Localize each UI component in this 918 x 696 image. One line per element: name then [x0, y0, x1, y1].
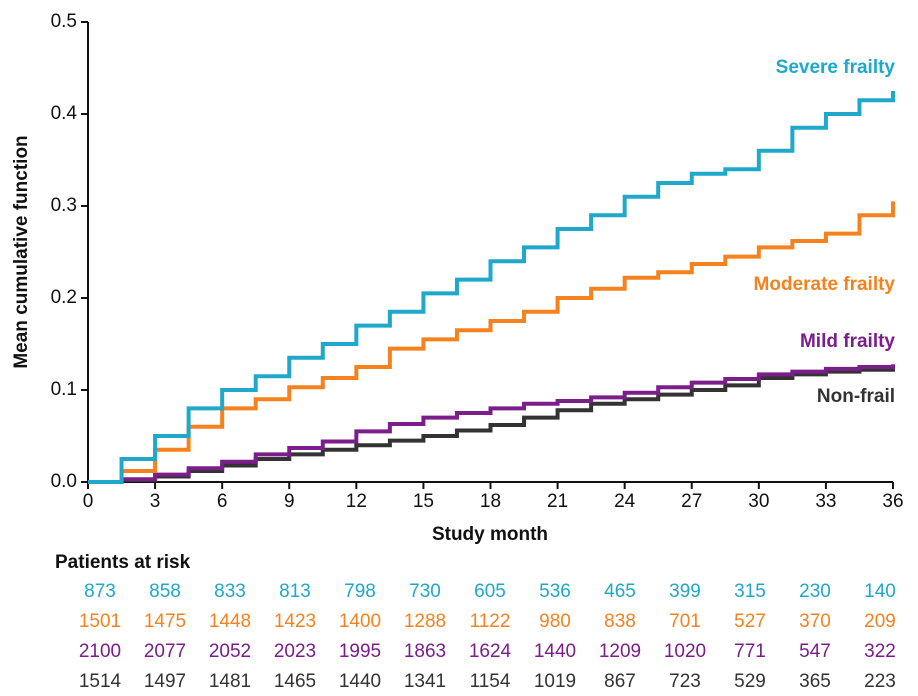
- at-risk-value: 370: [799, 611, 831, 632]
- series-label: Moderate frailty: [754, 274, 896, 295]
- at-risk-value: 223: [864, 671, 896, 692]
- at-risk-value: 1475: [144, 611, 186, 632]
- at-risk-value: 2023: [274, 641, 316, 662]
- at-risk-value: 605: [474, 581, 506, 602]
- at-risk-value: 536: [539, 581, 571, 602]
- risk-table-title: Patients at risk: [55, 552, 191, 573]
- x-tick-label: 21: [547, 491, 568, 512]
- y-tick-label: 0.4: [51, 103, 78, 124]
- at-risk-value: 858: [149, 581, 181, 602]
- at-risk-value: 315: [734, 581, 766, 602]
- at-risk-value: 1501: [79, 611, 121, 632]
- at-risk-value: 798: [344, 581, 376, 602]
- y-tick-label: 0.3: [51, 195, 77, 216]
- series-line: [88, 201, 895, 484]
- at-risk-value: 1448: [209, 611, 251, 632]
- series-line: [88, 367, 895, 484]
- at-risk-value: 867: [604, 671, 636, 692]
- at-risk-value: 701: [669, 611, 701, 632]
- at-risk-value: 2077: [144, 641, 186, 662]
- at-risk-value: 1209: [599, 641, 641, 662]
- at-risk-value: 1019: [534, 671, 576, 692]
- x-tick-label: 27: [681, 491, 702, 512]
- x-tick-label: 9: [284, 491, 295, 512]
- x-tick-label: 18: [480, 491, 501, 512]
- y-tick-label: 0.0: [51, 471, 77, 492]
- series-label: Non-frail: [817, 386, 895, 407]
- at-risk-value: 1514: [79, 671, 122, 692]
- x-tick-label: 30: [748, 491, 769, 512]
- at-risk-value: 1154: [470, 671, 511, 692]
- at-risk-value: 1440: [339, 671, 381, 692]
- at-risk-value: 529: [734, 671, 766, 692]
- at-risk-value: 1122: [470, 611, 511, 632]
- at-risk-value: 1288: [404, 611, 446, 632]
- at-risk-value: 1465: [274, 671, 316, 692]
- at-risk-value: 1020: [664, 641, 706, 662]
- series-line: [88, 91, 895, 484]
- y-tick-label: 0.2: [51, 287, 77, 308]
- at-risk-value: 322: [864, 641, 896, 662]
- at-risk-value: 771: [734, 641, 766, 662]
- at-risk-value: 399: [669, 581, 701, 602]
- at-risk-value: 547: [799, 641, 831, 662]
- series-label: Mild frailty: [800, 331, 895, 352]
- series-line: [88, 364, 895, 484]
- x-tick-label: 3: [150, 491, 161, 512]
- series-label: Severe frailty: [776, 57, 896, 78]
- at-risk-value: 833: [214, 581, 246, 602]
- at-risk-value: 2100: [79, 641, 121, 662]
- at-risk-value: 1863: [404, 641, 446, 662]
- at-risk-value: 465: [604, 581, 636, 602]
- at-risk-value: 730: [409, 581, 441, 602]
- at-risk-value: 1423: [274, 611, 316, 632]
- at-risk-value: 873: [84, 581, 116, 602]
- at-risk-value: 365: [799, 671, 831, 692]
- at-risk-value: 1400: [339, 611, 381, 632]
- at-risk-value: 1497: [144, 671, 186, 692]
- x-tick-label: 6: [217, 491, 228, 512]
- x-tick-label: 24: [614, 491, 636, 512]
- x-tick-label: 15: [413, 491, 434, 512]
- at-risk-value: 723: [669, 671, 701, 692]
- x-tick-label: 12: [346, 491, 367, 512]
- at-risk-value: 527: [734, 611, 766, 632]
- at-risk-value: 1341: [404, 671, 446, 692]
- at-risk-value: 838: [604, 611, 636, 632]
- y-tick-label: 0.1: [51, 379, 77, 400]
- x-tick-label: 36: [882, 491, 903, 512]
- at-risk-value: 1440: [534, 641, 576, 662]
- x-axis-title: Study month: [432, 524, 548, 545]
- at-risk-value: 1624: [469, 641, 512, 662]
- y-tick-label: 0.5: [51, 11, 77, 32]
- at-risk-value: 209: [864, 611, 896, 632]
- at-risk-value: 980: [539, 611, 571, 632]
- x-tick-label: 0: [83, 491, 94, 512]
- x-tick-label: 33: [815, 491, 836, 512]
- at-risk-value: 230: [799, 581, 831, 602]
- at-risk-value: 1995: [339, 641, 381, 662]
- at-risk-value: 1481: [209, 671, 251, 692]
- y-axis-title: Mean cumulative function: [11, 135, 32, 368]
- at-risk-value: 2052: [209, 641, 251, 662]
- at-risk-value: 813: [279, 581, 311, 602]
- at-risk-value: 140: [864, 581, 896, 602]
